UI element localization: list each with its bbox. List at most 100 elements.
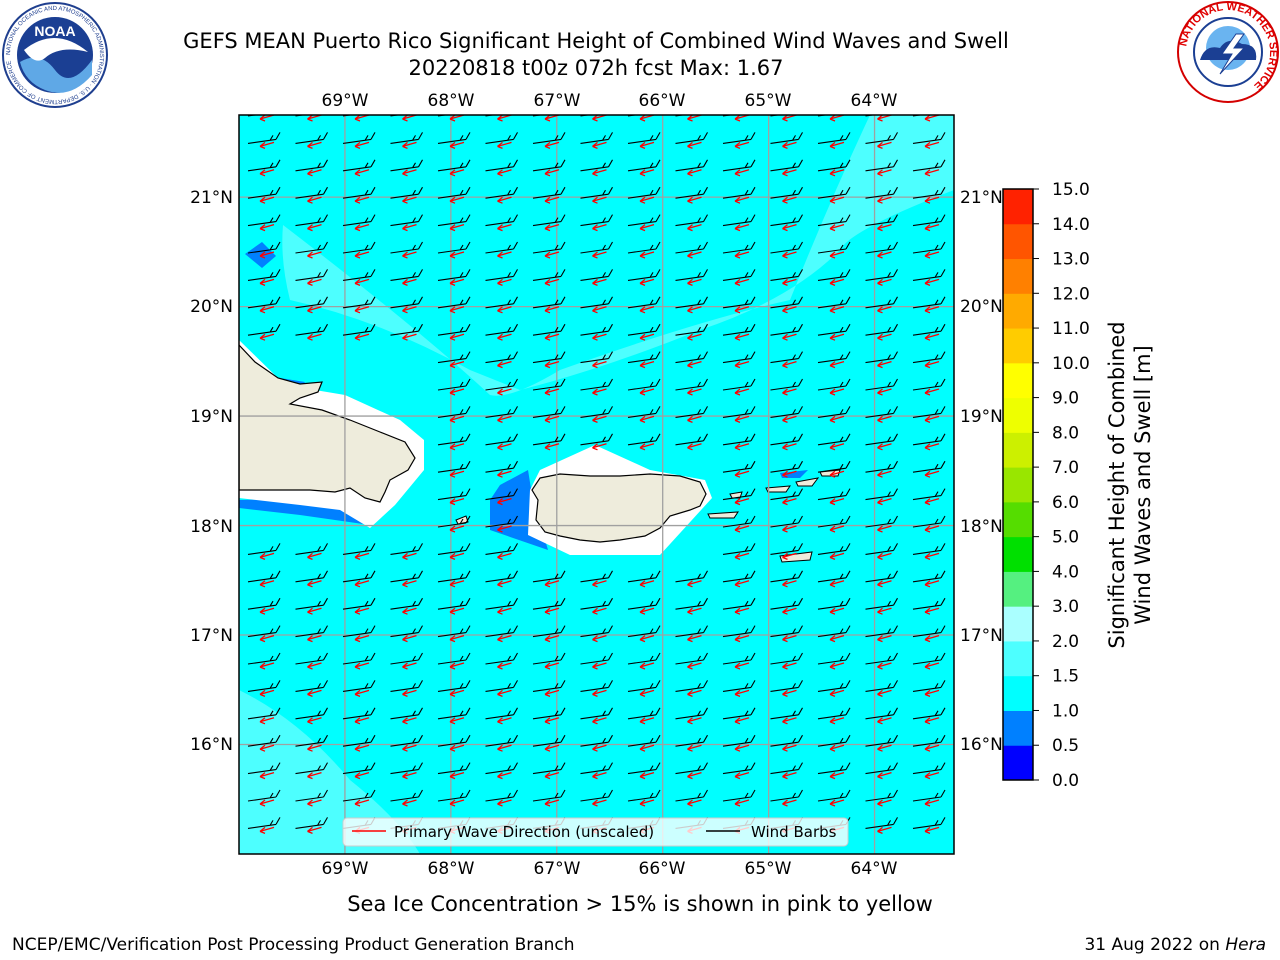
wave-direction-arrow <box>877 169 892 177</box>
wave-direction-arrow <box>924 223 940 232</box>
wind-barb <box>580 762 613 775</box>
wind-barb <box>247 241 281 254</box>
wave-direction-arrow <box>544 223 560 232</box>
wave-direction-arrow <box>734 552 750 561</box>
wind-barb <box>342 680 376 692</box>
wave-direction-arrow <box>307 826 322 835</box>
wind-barb <box>912 707 946 720</box>
wave-direction-arrow <box>544 333 560 341</box>
wind-barb <box>912 625 946 638</box>
lon-tick-labels-top: 69°W 68°W 67°W 66°W 65°W 64°W <box>322 91 898 111</box>
wind-barb <box>675 734 708 747</box>
wind-barb <box>532 214 566 227</box>
wave-direction-arrow <box>449 196 465 204</box>
colorbar-tick-label: 1.0 <box>1052 701 1079 721</box>
wave-direction-arrow <box>497 443 512 451</box>
map-frame <box>238 114 955 855</box>
wind-barb <box>485 789 518 802</box>
wave-direction-arrow <box>782 717 797 725</box>
wind-barb <box>390 680 423 692</box>
wind-barb <box>865 707 898 720</box>
wind-barb <box>437 488 471 501</box>
colorbar-tick-label: 15.0 <box>1052 180 1090 200</box>
wave-direction-arrow <box>354 306 370 314</box>
wind-barb <box>342 652 376 665</box>
wind-barb <box>675 186 708 199</box>
wind-barb <box>770 323 803 336</box>
wave-direction-arrow <box>592 306 607 314</box>
wind-barb <box>912 159 946 172</box>
lat-tick-label: 17°N <box>190 626 233 646</box>
wave-direction-arrow <box>592 251 607 259</box>
wind-barb <box>437 132 471 144</box>
wave-direction-arrow <box>354 771 370 780</box>
wave-direction-arrow <box>782 744 797 752</box>
wind-barb <box>390 186 423 199</box>
lat-tick-labels-left: 21°N 20°N 19°N 18°N 17°N 16°N <box>190 188 233 755</box>
wave-direction-arrow <box>354 634 370 643</box>
wave-direction-arrow <box>734 333 750 341</box>
wave-direction-arrow <box>639 278 655 287</box>
wave-direction-arrow <box>877 333 892 341</box>
wave-direction-arrow <box>592 169 607 177</box>
lat-tick-labels-right: 21°N 20°N 19°N 18°N 17°N 16°N <box>960 188 1003 755</box>
wave-direction-arrow <box>924 360 940 369</box>
nws-logo: NATIONAL WEATHER SERVICE <box>1177 1 1279 103</box>
wind-barb <box>247 132 281 144</box>
wave-direction-arrow <box>829 744 845 752</box>
wind-barb <box>817 762 851 775</box>
wind-barb <box>817 296 851 309</box>
wind-barb <box>437 378 471 391</box>
wind-barb <box>817 269 851 281</box>
wind-barb <box>485 488 518 501</box>
wave-direction-arrow <box>402 278 417 287</box>
wind-barb <box>865 241 898 254</box>
lat-tick-label: 18°N <box>190 517 233 537</box>
wind-barb <box>580 680 613 692</box>
wave-direction-arrow <box>402 799 417 807</box>
wind-barb <box>722 241 756 254</box>
wave-direction-arrow <box>924 470 940 478</box>
wind-barb <box>770 488 803 501</box>
wave-direction-arrow <box>449 799 465 807</box>
wave-direction-arrow <box>639 360 655 369</box>
wind-barb <box>770 378 803 391</box>
wind-barb <box>722 132 756 144</box>
wave-direction-arrow <box>639 169 655 177</box>
wave-direction-arrow <box>782 251 797 259</box>
wind-barb <box>295 789 328 802</box>
wave-direction-arrow <box>782 169 797 177</box>
wave-direction-arrow <box>687 415 702 424</box>
wind-barb <box>485 378 518 391</box>
wave-direction-arrow <box>497 169 512 177</box>
wave-direction-arrow <box>924 634 940 643</box>
wave-direction-arrow <box>877 634 892 643</box>
wind-barb <box>627 762 661 775</box>
wind-barb <box>580 241 613 254</box>
wave-direction-arrow <box>877 826 892 835</box>
colorbar-segment <box>1003 606 1033 642</box>
wind-barb <box>485 351 518 364</box>
wave-direction-arrow <box>734 689 750 698</box>
wind-barb <box>770 159 803 172</box>
wave-direction-arrow <box>734 607 750 615</box>
wind-barb <box>390 214 423 227</box>
wind-barb <box>295 597 328 610</box>
wave-direction-arrow <box>354 689 370 698</box>
wave-direction-arrow <box>354 717 370 725</box>
wave-direction-arrow <box>687 388 702 396</box>
colorbar-segment <box>1003 432 1033 468</box>
wave-direction-arrow <box>782 470 797 478</box>
wind-barb <box>485 241 518 254</box>
wind-barb <box>485 680 518 692</box>
wave-direction-arrow <box>497 388 512 396</box>
wind-barb <box>675 597 708 610</box>
wind-barb <box>580 186 613 199</box>
colorbar-tick-label: 6.0 <box>1052 493 1079 513</box>
wind-barb <box>675 269 708 281</box>
wind-barb <box>722 269 756 281</box>
wave-direction-arrow <box>734 717 750 725</box>
wind-barb <box>485 433 518 446</box>
wave-direction-arrow <box>544 634 560 643</box>
colorbar-segment <box>1003 467 1033 503</box>
